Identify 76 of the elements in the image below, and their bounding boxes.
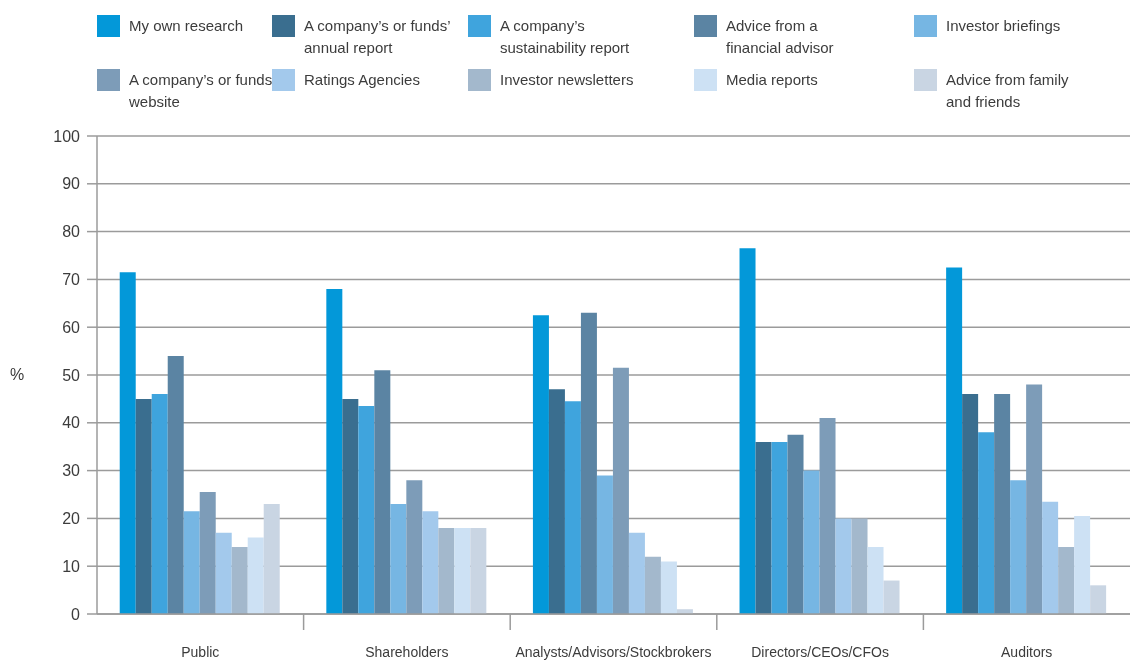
bar <box>183 511 200 614</box>
y-axis-title: % <box>10 365 25 385</box>
bar <box>135 398 152 614</box>
bar <box>231 547 248 614</box>
bar <box>167 355 184 614</box>
bar <box>946 267 963 614</box>
legend-label: Ratings Agencies <box>304 70 421 90</box>
y-tick-label: 0 <box>71 605 81 623</box>
bar <box>596 475 613 614</box>
bar <box>1042 501 1059 614</box>
bar <box>644 556 661 614</box>
bar <box>787 434 804 614</box>
legend-label: Advice from a financial advisor <box>726 16 835 58</box>
legend-label: Media reports <box>726 70 819 90</box>
x-tick-label: Shareholders <box>365 644 449 660</box>
legend-label: Advice from family and friends <box>946 70 1070 112</box>
y-tick-label: 100 <box>53 127 81 145</box>
bar <box>771 441 788 614</box>
bar <box>532 315 549 614</box>
x-tick-label: Analysts/Advisors/Stockbrokers <box>515 644 712 660</box>
bar <box>1074 516 1091 614</box>
bar <box>1010 480 1027 614</box>
bar <box>326 288 343 614</box>
legend-label: A company’s or funds’ annual report <box>304 16 451 58</box>
bar <box>342 398 359 614</box>
bar <box>628 532 645 614</box>
bar <box>580 312 597 614</box>
y-tick-label: 90 <box>62 175 81 193</box>
bar <box>454 527 471 614</box>
bar <box>962 394 979 614</box>
bar <box>438 527 455 614</box>
bar <box>199 492 216 614</box>
bar <box>406 480 423 614</box>
bar <box>755 441 772 614</box>
legend-label: A company’s or funds’ website <box>129 70 276 112</box>
legend-label: Investor briefings <box>946 16 1062 36</box>
bar <box>819 418 836 614</box>
bar <box>215 532 232 614</box>
x-tick-label: Public <box>181 644 220 660</box>
bar <box>358 406 375 614</box>
bar <box>867 547 884 614</box>
bar <box>263 504 280 614</box>
bar <box>612 367 629 614</box>
y-tick-label: 60 <box>62 318 81 336</box>
y-tick-label: 80 <box>62 223 81 241</box>
y-tick-label: 30 <box>62 462 81 480</box>
x-tick-label: Directors/CEOs/CFOs <box>751 644 889 660</box>
bar <box>564 401 581 614</box>
bar <box>151 394 168 614</box>
y-tick-label: 70 <box>62 271 81 289</box>
bar <box>851 518 868 614</box>
legend-label: Investor newsletters <box>500 70 635 90</box>
bar <box>883 580 900 614</box>
bar <box>660 561 677 614</box>
y-tick-label: 40 <box>62 414 81 432</box>
y-tick-label: 50 <box>62 366 81 384</box>
bar <box>470 527 487 614</box>
bar <box>835 518 852 614</box>
x-tick-label: Auditors <box>1001 644 1053 660</box>
bar <box>374 370 391 614</box>
legend-label: My own research <box>129 16 245 36</box>
y-tick-label: 10 <box>62 557 81 575</box>
bar <box>803 470 820 614</box>
legend-label: A company’s sustainability report <box>500 16 631 58</box>
bar <box>119 272 136 614</box>
bar <box>978 432 995 614</box>
bar <box>994 394 1011 614</box>
y-tick-label: 20 <box>62 510 81 528</box>
bar <box>1058 547 1075 614</box>
bar <box>422 511 439 614</box>
bar <box>548 389 565 614</box>
bar <box>1026 384 1043 614</box>
bar <box>390 504 407 614</box>
bar <box>739 248 756 614</box>
bar <box>1090 585 1107 614</box>
bar <box>247 537 264 614</box>
